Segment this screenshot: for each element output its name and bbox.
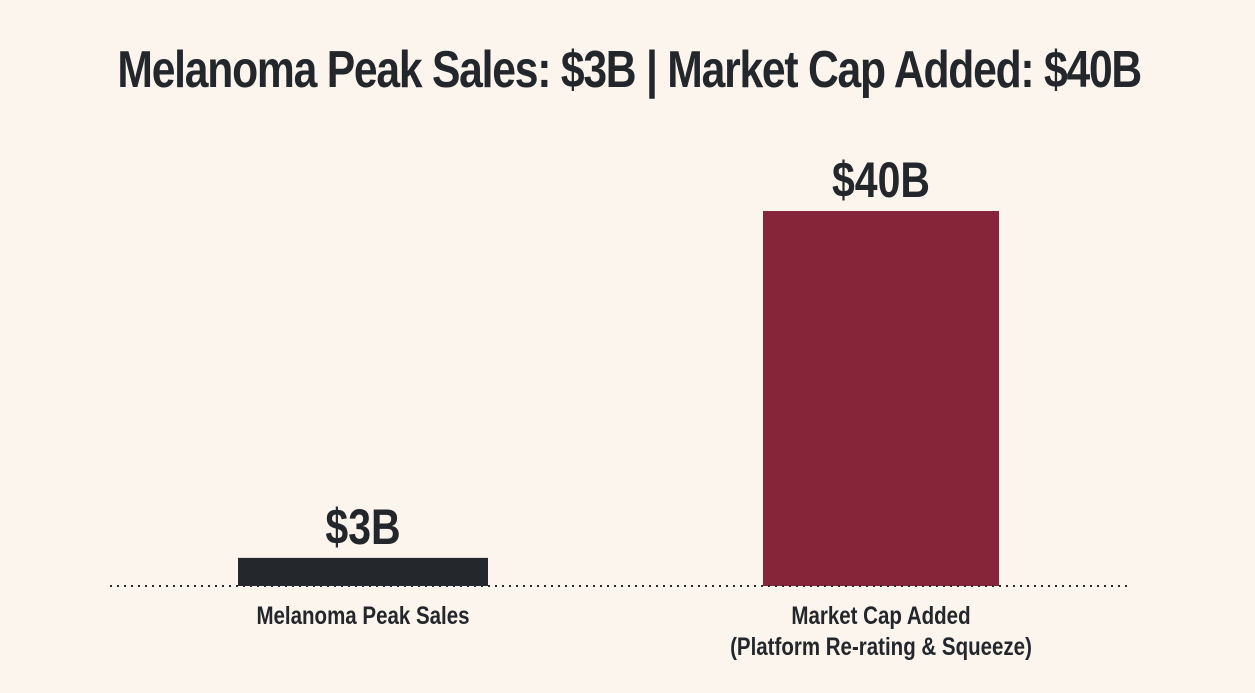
category-label-2-line-2: (Platform Re-rating & Squeeze)	[730, 632, 1032, 660]
bars-layer	[238, 211, 999, 586]
labels-layer: $3B Melanoma Peak Sales $40B Market Cap Add…	[256, 152, 1031, 660]
category-label-1: Melanoma Peak Sales	[256, 601, 469, 629]
category-label-2-line-1: Market Cap Added	[791, 601, 970, 629]
bar-2	[763, 211, 999, 586]
bar-value-label-1: $3B	[325, 499, 400, 555]
chart-title: Melanoma Peak Sales: $3B | Market Cap Ad…	[117, 41, 1142, 99]
bar-value-label-2: $40B	[832, 152, 930, 208]
bar-1	[238, 557, 488, 586]
